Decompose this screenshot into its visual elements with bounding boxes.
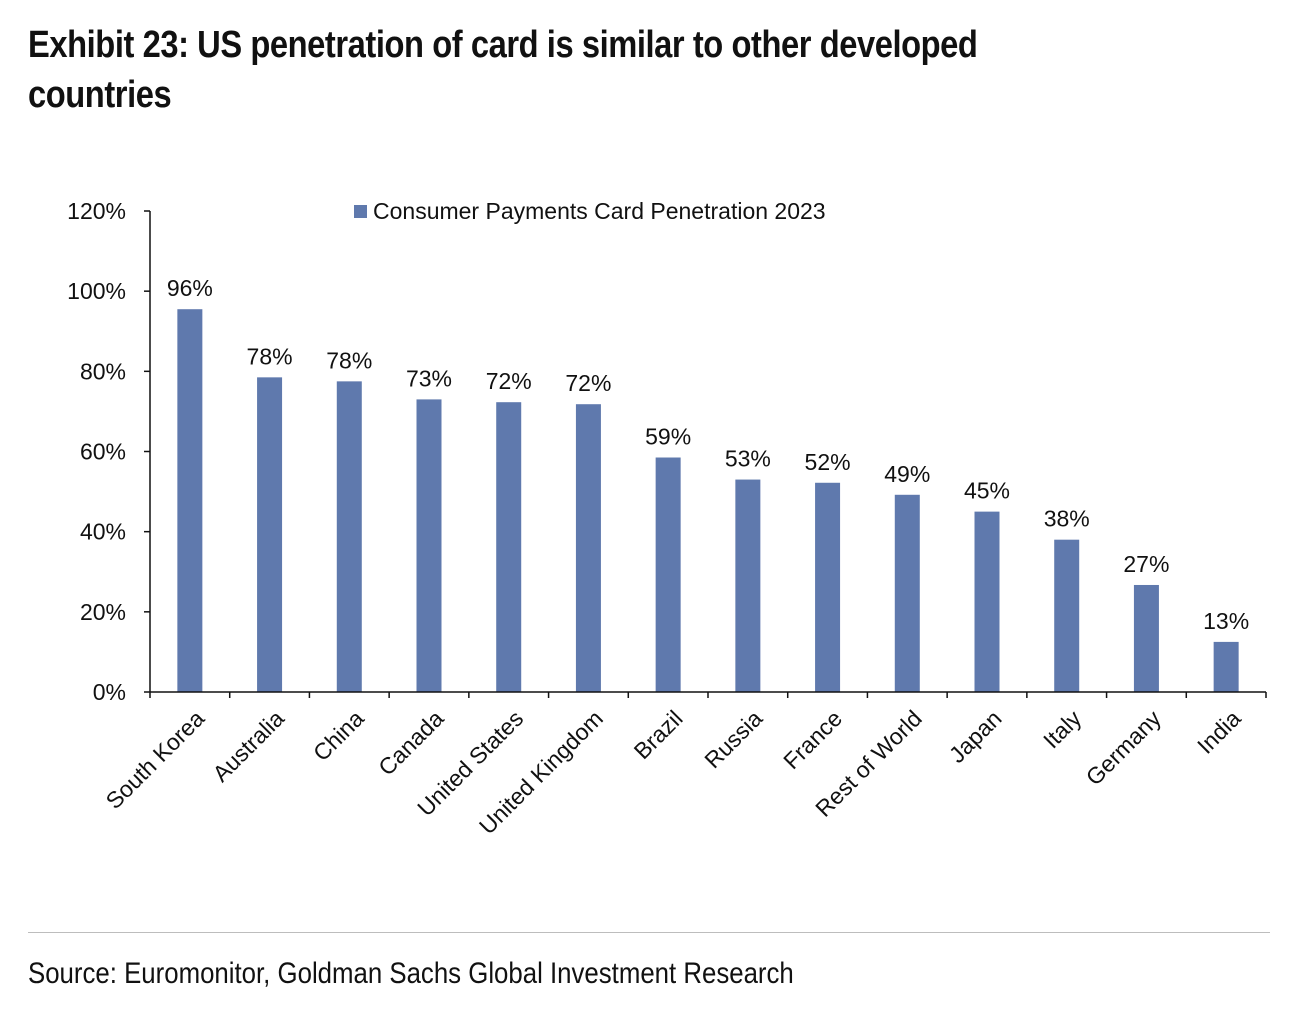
category-label: Japan (944, 705, 1007, 768)
category-label: India (1192, 705, 1246, 759)
data-label: 38% (1044, 506, 1090, 532)
category-label: Canada (373, 705, 449, 781)
data-label: 78% (326, 347, 372, 373)
bar-china (336, 381, 362, 692)
bar-japan (974, 511, 1000, 692)
source-note: Source: Euromonitor, Goldman Sachs Globa… (28, 957, 794, 990)
data-label: 13% (1203, 608, 1249, 634)
data-label: 72% (486, 368, 532, 394)
data-label: 27% (1123, 551, 1169, 577)
source-divider (28, 932, 1270, 933)
category-label: China (308, 705, 369, 766)
bar-brazil (655, 457, 681, 692)
data-label: 72% (565, 370, 611, 396)
bar-australia (257, 377, 283, 692)
y-tick-label: 120% (67, 198, 126, 224)
bar-canada (416, 399, 442, 692)
bar-chart: 0% 20% 40% 60% 80% 100% 120% 96% 78% 78% 73% 72% 72… (67, 198, 1267, 839)
data-label: 96% (167, 275, 213, 301)
category-label: Germany (1081, 705, 1167, 791)
data-label: 78% (247, 343, 293, 369)
data-label: 45% (964, 478, 1010, 504)
y-tick-label: 60% (80, 439, 126, 465)
bar-united-states (496, 402, 522, 692)
bar-italy (1054, 539, 1080, 692)
data-label: 49% (884, 461, 930, 487)
exhibit-title: Exhibit 23: US penetration of card is si… (28, 24, 978, 116)
data-label: 52% (805, 449, 851, 475)
category-label: Italy (1038, 705, 1087, 754)
category-label: Russia (699, 705, 767, 773)
data-label: 59% (645, 424, 691, 450)
bar-russia (735, 479, 761, 692)
bar-rest-of-world (894, 494, 920, 692)
chart-svg: 0% 20% 40% 60% 80% 100% 120% 96% 78% 78% 73% 72% 72… (67, 198, 1267, 839)
data-label: 73% (406, 365, 452, 391)
y-axis: 0% 20% 40% 60% 80% 100% 120% (67, 198, 151, 705)
legend-label: Consumer Payments Card Penetration 2023 (373, 198, 826, 224)
category-label: Australia (207, 705, 289, 787)
bar-germany (1133, 584, 1159, 692)
data-labels: 96% 78% 78% 73% 72% 72% 59% 53% 52% 49% 45% 38% 27% 1… (167, 275, 1249, 634)
y-tick-label: 80% (80, 358, 126, 384)
bar-south-korea (177, 309, 203, 692)
bars (177, 309, 1239, 692)
data-label: 53% (725, 446, 771, 472)
bar-united-kingdom (575, 404, 601, 692)
category-label: South Korea (101, 705, 210, 814)
y-tick-label: 0% (93, 679, 126, 705)
bar-france (815, 482, 841, 692)
legend-swatch (354, 205, 367, 218)
y-tick-label: 40% (80, 519, 126, 545)
bar-india (1213, 641, 1239, 692)
y-tick-label: 100% (67, 278, 126, 304)
category-label: France (778, 705, 847, 774)
y-tick-label: 20% (80, 599, 126, 625)
legend: Consumer Payments Card Penetration 2023 (354, 198, 826, 224)
category-label: Brazil (629, 705, 688, 764)
